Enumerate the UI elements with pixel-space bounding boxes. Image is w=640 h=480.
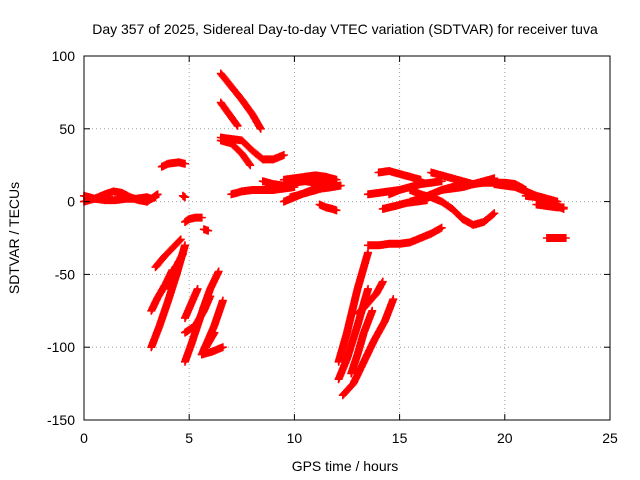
data-series-seg05 <box>178 191 189 202</box>
y-tick-label: -100 <box>47 339 75 355</box>
data-point-marks <box>338 295 398 400</box>
x-axis-label: GPS time / hours <box>292 458 399 474</box>
data-series-seg45 <box>532 200 568 212</box>
data-series-seg04 <box>157 158 189 171</box>
grid <box>84 56 610 420</box>
data-series-seg07 <box>199 225 213 235</box>
data-point-marks <box>181 292 215 337</box>
x-tick-label: 15 <box>392 430 408 446</box>
data-point-marks <box>374 167 425 184</box>
data-series-seg16 <box>197 343 227 359</box>
x-tick-label: 25 <box>602 430 618 446</box>
data-point-marks <box>542 234 570 242</box>
chart-title: Day 357 of 2025, Sidereal Day-to-day VTE… <box>92 21 598 37</box>
data-series-seg11 <box>160 250 187 293</box>
data-series-seg30 <box>338 295 398 400</box>
y-tick-label: -50 <box>55 266 75 282</box>
data-point-marks <box>216 69 265 133</box>
data-point-marks <box>532 200 568 212</box>
data-point-marks <box>143 190 162 206</box>
plot-frame <box>83 55 611 421</box>
data-series-seg18 <box>216 69 265 133</box>
data-point-marks <box>286 181 345 202</box>
y-tick-label: 100 <box>52 48 76 64</box>
data-point-marks <box>157 158 189 171</box>
data-series-seg17 <box>202 328 219 352</box>
data-point-marks <box>178 191 189 202</box>
data-series-seg21 <box>216 133 288 164</box>
data-point-marks <box>151 235 185 272</box>
x-tick-label: 0 <box>80 430 88 446</box>
data-point-marks <box>216 98 242 130</box>
data-series-seg19 <box>216 98 242 130</box>
data-series-seg08 <box>151 235 185 272</box>
data-series-seg46 <box>542 234 570 242</box>
data-point-marks <box>199 225 213 235</box>
data-series-seg27 <box>315 200 341 215</box>
data-point-marks <box>181 213 206 226</box>
data-point-marks <box>216 133 288 164</box>
data-series-seg06 <box>181 213 206 226</box>
data-series-seg31 <box>347 306 377 378</box>
data-series-seg26 <box>286 181 345 202</box>
data-series-seg33 <box>364 223 446 250</box>
y-axis-label: SDTVAR / TECUs <box>6 182 22 294</box>
x-tick-label: 10 <box>287 430 303 446</box>
data-point-marks <box>315 200 341 215</box>
data-point-marks <box>364 223 446 250</box>
data-point-marks <box>334 248 373 366</box>
axis-tick-labels: 0 5 10 15 20 25 -150 -100 -50 0 50 100 <box>47 48 618 446</box>
data-point-marks <box>353 277 387 318</box>
y-tick-label: -150 <box>47 412 75 428</box>
data-series-seg29 <box>334 248 373 366</box>
y-tick-label: 0 <box>67 194 75 210</box>
data-point-marks <box>279 171 341 184</box>
data-series-seg24 <box>279 171 341 184</box>
y-tick-label: 50 <box>59 121 75 137</box>
data-series-seg35 <box>374 167 425 184</box>
data-point-marks <box>160 250 187 293</box>
x-tick-label: 5 <box>185 430 193 446</box>
data-series-seg12 <box>181 284 202 323</box>
data-point-marks <box>202 328 219 352</box>
data-point-marks <box>181 284 202 323</box>
x-tick-label: 20 <box>497 430 513 446</box>
data-series-seg32 <box>353 277 387 318</box>
data-points <box>80 69 570 400</box>
data-series-seg03 <box>143 190 162 206</box>
data-point-marks <box>197 343 227 359</box>
data-series-seg14 <box>181 292 215 337</box>
data-point-marks <box>347 306 377 378</box>
